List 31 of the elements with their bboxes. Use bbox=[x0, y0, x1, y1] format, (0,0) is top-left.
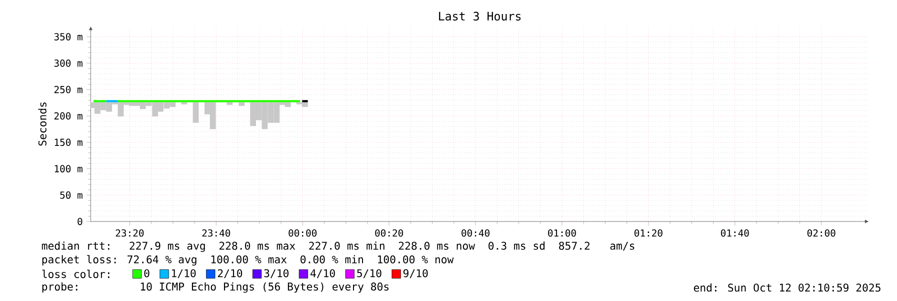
x-tick-label: 01:40 bbox=[720, 229, 749, 237]
x-tick-label: 23:20 bbox=[116, 229, 144, 237]
y-tick-label: 350 m bbox=[54, 33, 82, 40]
y-axis-title: Seconds bbox=[38, 102, 46, 146]
text: packet loss: 72.64 % avg 100.00 % max 0.00 % min 100.00 % now bbox=[42, 255, 454, 266]
legend-label: 0 bbox=[144, 269, 150, 278]
y-tick-label: 250 m bbox=[54, 86, 82, 94]
x-tick-label: 00:40 bbox=[462, 229, 490, 237]
chart-title: Last 3 Hours bbox=[439, 12, 521, 21]
legend-label: 2/10 bbox=[218, 269, 242, 278]
x-tick-label: 00:20 bbox=[375, 229, 404, 237]
y-tick-label: 200 m bbox=[54, 112, 82, 120]
y-tick-label: 100 m bbox=[54, 164, 82, 172]
legend-label: 1/10 bbox=[172, 269, 196, 278]
y-tick-label: 50 m bbox=[60, 191, 82, 199]
y-tick-label: 150 m bbox=[54, 138, 82, 146]
legend-title: loss color: bbox=[42, 270, 110, 278]
legend-label: 5/10 bbox=[357, 269, 382, 278]
y-tick-label: 0 bbox=[78, 218, 82, 226]
y-tick-label: 300 m bbox=[54, 59, 82, 67]
text: median rtt: 227.9 ms avg 228.0 ms max 227.0 ms min 228.0 ms now 0.3 ms sd 857.2 am/s bbox=[42, 241, 634, 252]
x-tick-label: 01:20 bbox=[634, 229, 662, 237]
x-tick-label: 02:00 bbox=[807, 229, 836, 237]
text: end: Sun Oct 12 02:10:59 2025 bbox=[694, 283, 880, 292]
legend-label: 3/10 bbox=[264, 269, 289, 278]
text: probe: 10 ICMP Echo Pings (56 Bytes) every 80s bbox=[42, 282, 389, 293]
x-tick-label: 00:00 bbox=[288, 229, 317, 237]
x-tick-label: 01:00 bbox=[548, 229, 576, 237]
legend-label: 9/10 bbox=[403, 269, 428, 278]
x-tick-label: 23:40 bbox=[202, 229, 230, 237]
legend-label: 4/10 bbox=[310, 269, 335, 278]
